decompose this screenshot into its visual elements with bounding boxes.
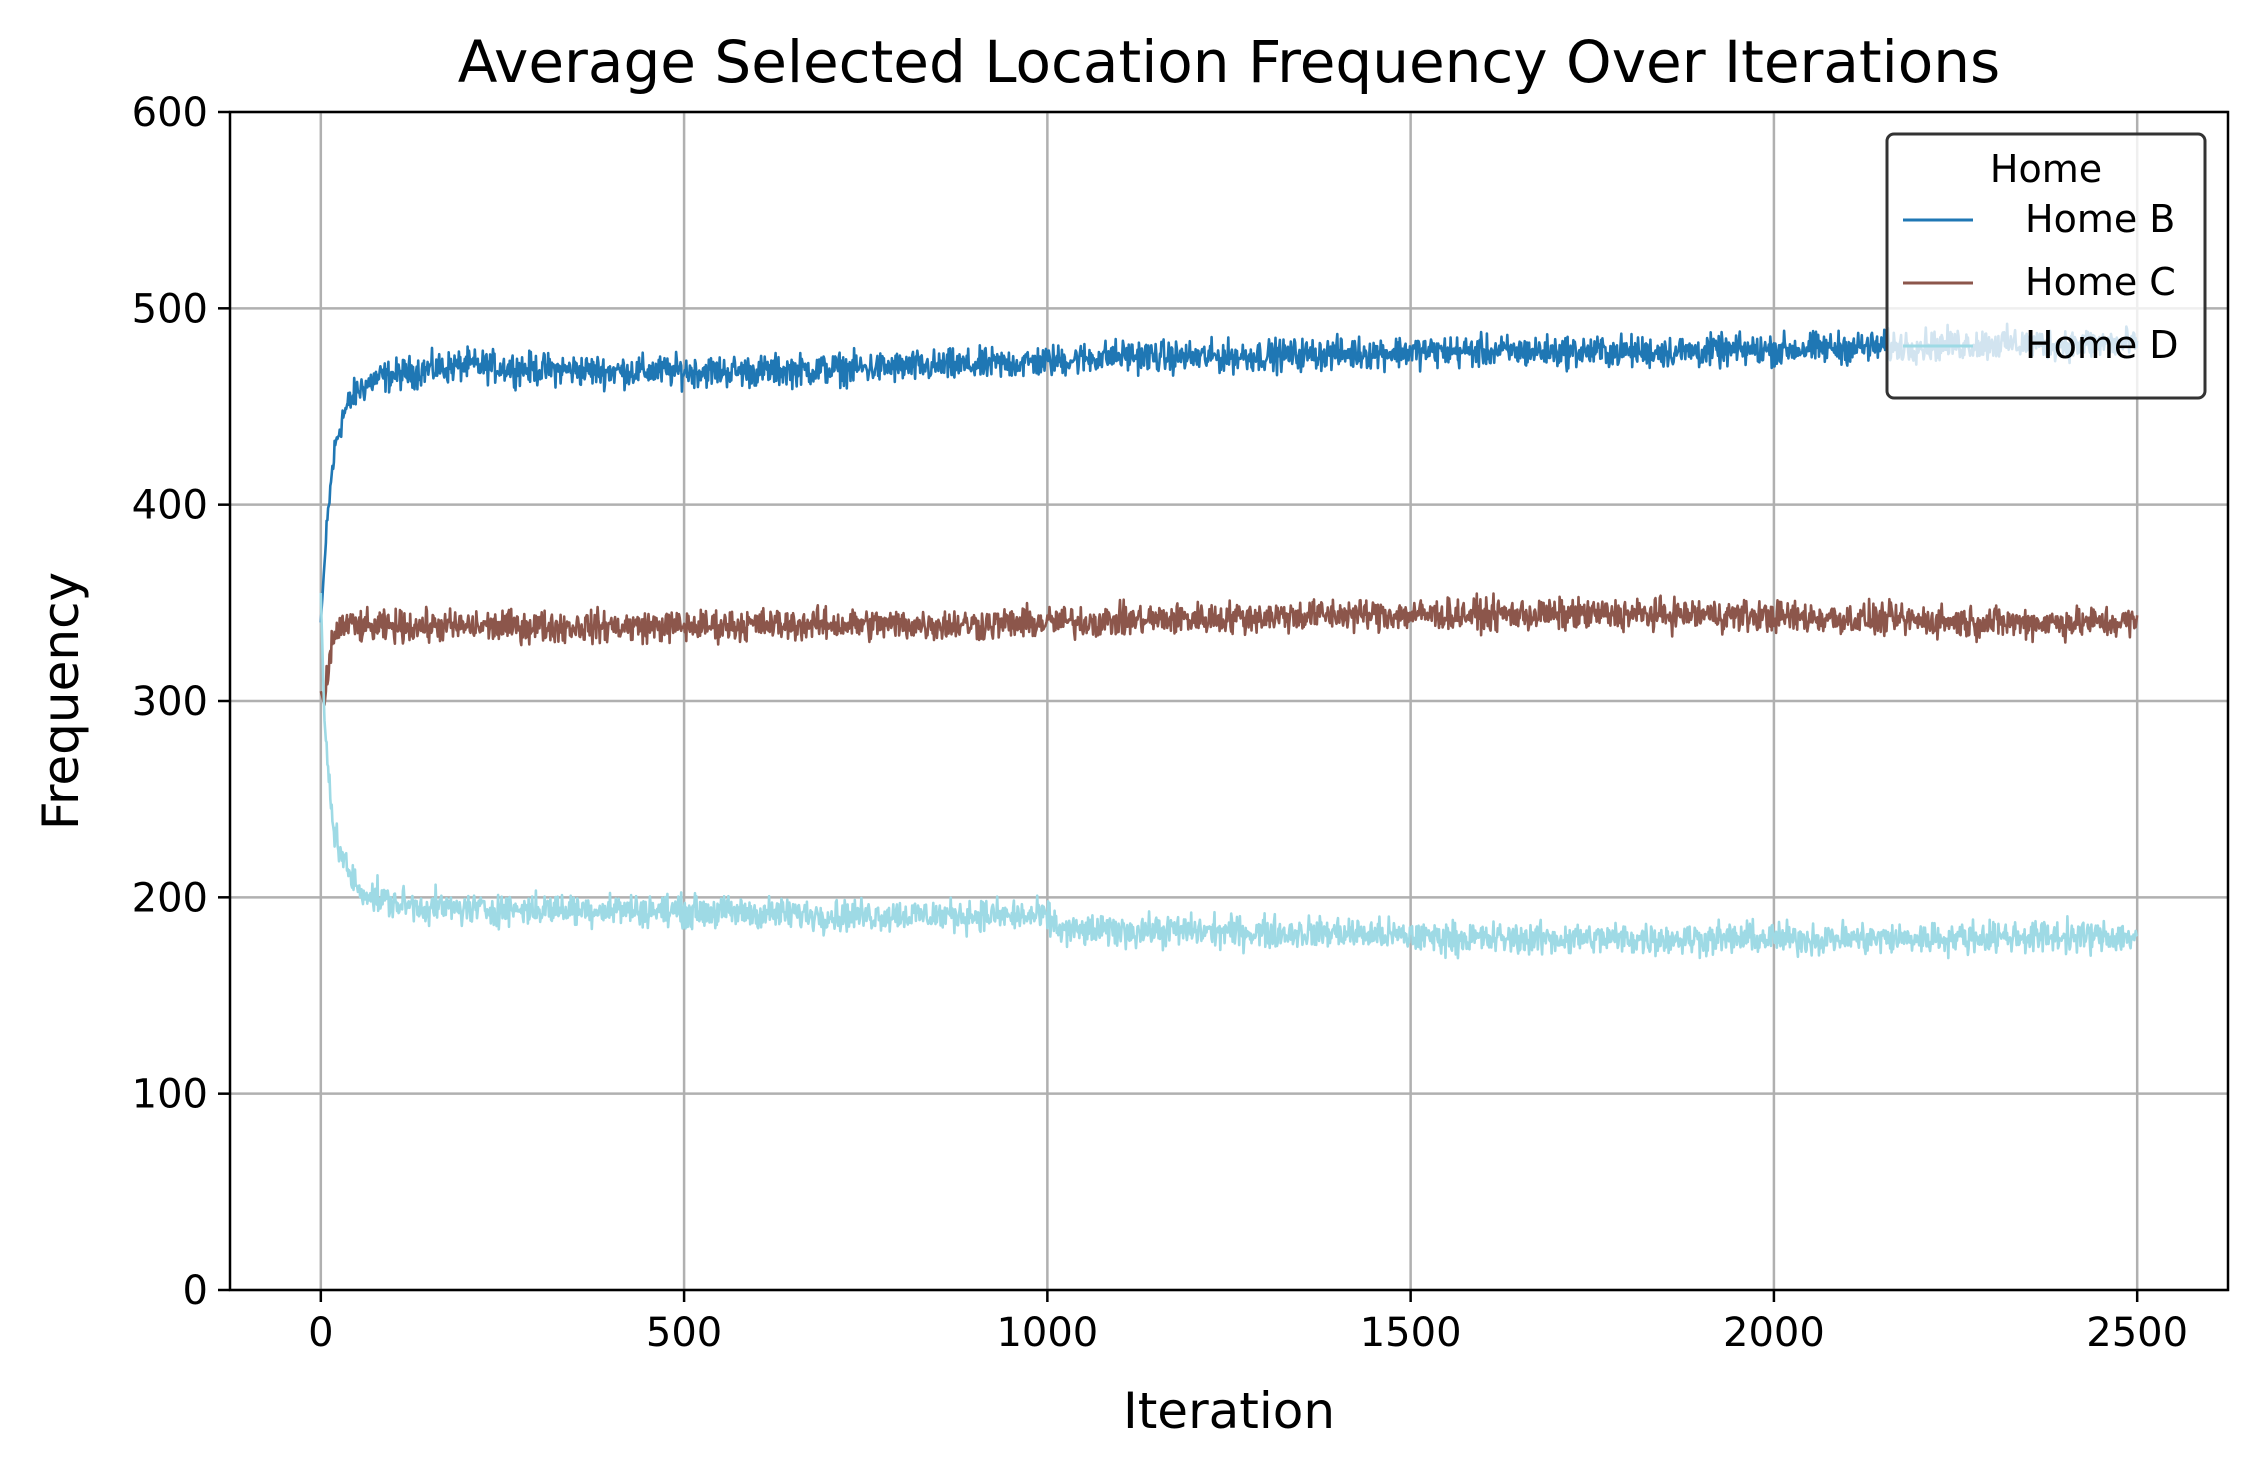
legend-label: Home B — [2025, 197, 2175, 241]
legend-label: Home D — [2025, 323, 2179, 367]
y-tick-label: 500 — [132, 286, 208, 332]
y-tick-label: 600 — [132, 90, 208, 136]
legend: Home Home B Home C Home D — [1885, 132, 2207, 400]
x-tick-label: 2000 — [1723, 1310, 1825, 1356]
chart-title: Average Selected Location Frequency Over… — [458, 28, 2000, 96]
x-tick-label: 500 — [646, 1310, 722, 1356]
y-tick-label: 200 — [132, 875, 208, 921]
legend-label: Home C — [2025, 260, 2176, 304]
legend-title: Home — [1990, 147, 2102, 191]
y-tick-label: 0 — [183, 1268, 208, 1314]
legend-entries: Home B Home C Home D — [1903, 197, 2179, 367]
x-tick-label: 1000 — [996, 1310, 1098, 1356]
series-lines — [319, 322, 2139, 960]
x-tick-label: 2500 — [2086, 1310, 2188, 1356]
series-line-home-d — [319, 592, 2139, 960]
y-tick-label: 400 — [132, 483, 208, 529]
y-axis-label: Frequency — [32, 572, 90, 830]
legend-box — [1885, 132, 2207, 400]
x-tick-label: 0 — [308, 1310, 333, 1356]
x-axis-label: Iteration — [1123, 1382, 1335, 1440]
series-line-home-c — [319, 592, 2139, 707]
y-tick-label: 100 — [132, 1072, 208, 1118]
axis-ticks: 0 500 1000 1500 2000 2500 0 100 200 300 400 500 600 — [132, 90, 2188, 1356]
x-tick-label: 1500 — [1360, 1310, 1462, 1356]
y-tick-label: 300 — [132, 679, 208, 725]
series-line-home-b — [319, 322, 2139, 623]
